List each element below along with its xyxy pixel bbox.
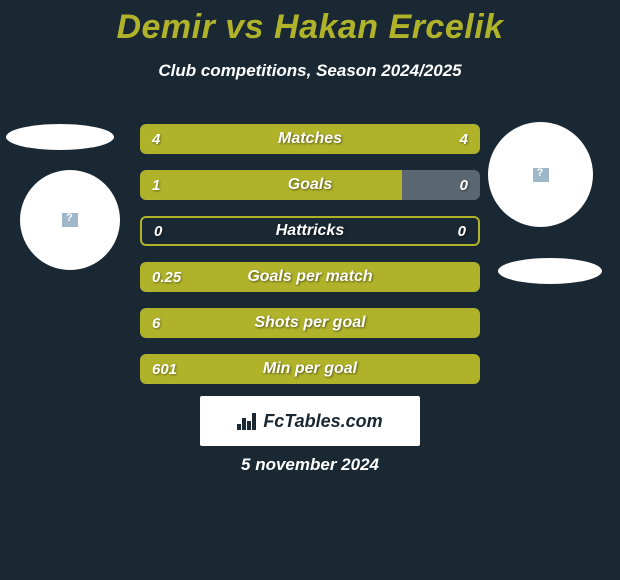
stat-row: 00Hattricks: [140, 216, 480, 246]
right-ellipse-shadow: [498, 258, 602, 284]
left-player-avatar: [20, 170, 120, 270]
stat-row: 0.25Goals per match: [140, 262, 480, 292]
right-player-avatar: [488, 122, 593, 227]
date-label: 5 november 2024: [0, 455, 620, 475]
logo-chart-icon: [237, 412, 257, 430]
stat-label: Goals: [140, 170, 480, 200]
stat-label: Goals per match: [140, 262, 480, 292]
stat-row: 6Shots per goal: [140, 308, 480, 338]
placeholder-icon: [62, 213, 78, 227]
stat-row: 10Goals: [140, 170, 480, 200]
stat-row: 44Matches: [140, 124, 480, 154]
subtitle: Club competitions, Season 2024/2025: [0, 61, 620, 81]
logo-text: FcTables.com: [263, 411, 382, 432]
stat-bars: 44Matches 10Goals 00Hattricks 0.25Goals per…: [140, 124, 480, 400]
stat-row: 601Min per goal: [140, 354, 480, 384]
stat-label: Hattricks: [142, 218, 478, 244]
stat-label: Min per goal: [140, 354, 480, 384]
fctables-logo: FcTables.com: [200, 396, 420, 446]
left-ellipse-shadow: [6, 124, 114, 150]
stat-label: Shots per goal: [140, 308, 480, 338]
placeholder-icon: [533, 168, 549, 182]
stat-label: Matches: [140, 124, 480, 154]
page-title: Demir vs Hakan Ercelik: [0, 0, 620, 47]
